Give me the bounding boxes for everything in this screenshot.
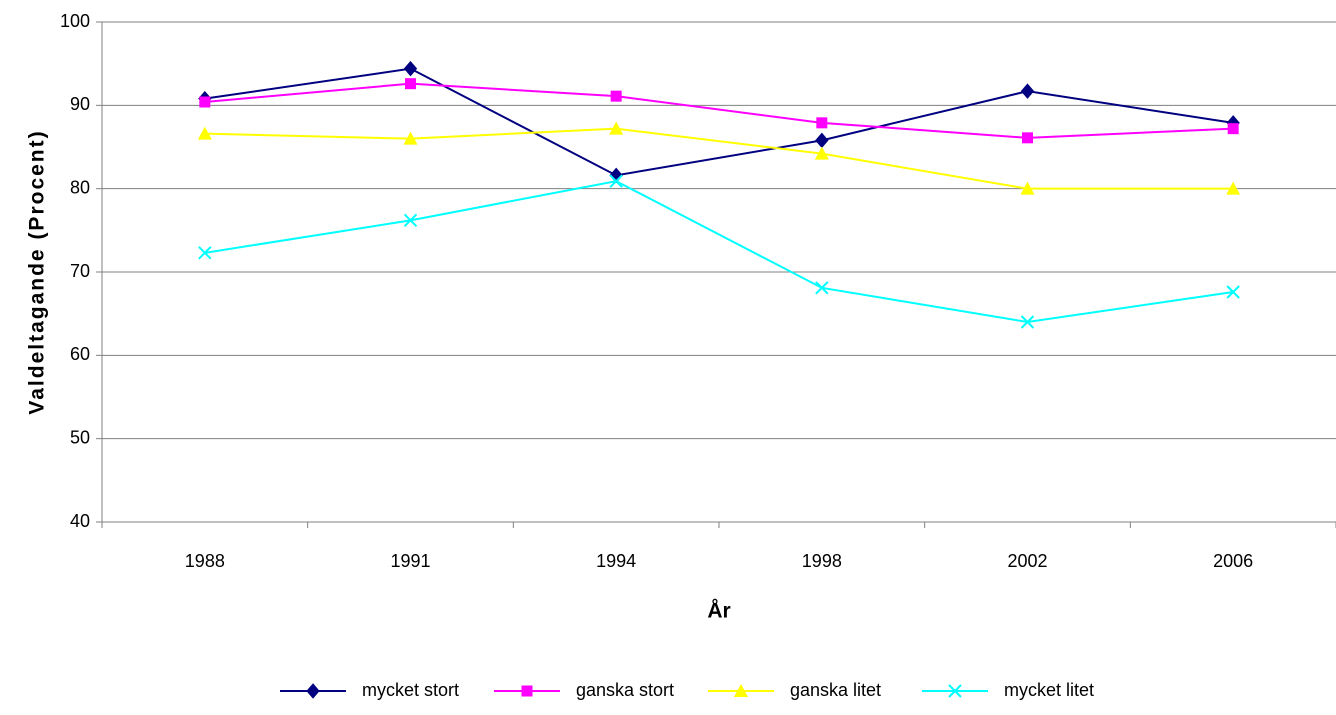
marker <box>1226 285 1240 299</box>
y-tick-label: 60 <box>70 344 90 364</box>
y-tick-label: 40 <box>70 511 90 531</box>
y-tick-label: 80 <box>70 177 90 197</box>
y-tick-label: 90 <box>70 94 90 114</box>
marker <box>815 132 829 149</box>
marker <box>816 117 828 129</box>
marker <box>609 121 624 135</box>
marker <box>198 246 212 260</box>
legend-marker <box>521 685 533 697</box>
x-tick-label: 1988 <box>185 551 225 571</box>
marker <box>1020 83 1035 99</box>
x-axis-label: År <box>707 599 730 623</box>
y-tick-label: 70 <box>70 261 90 281</box>
marker <box>405 78 416 90</box>
marker <box>403 60 418 77</box>
series-line <box>204 180 1234 324</box>
x-tick-label: 1998 <box>802 551 842 571</box>
marker <box>403 131 418 145</box>
legend-label: ganska stort <box>576 680 674 700</box>
marker <box>814 146 829 160</box>
marker <box>1226 181 1241 195</box>
series-line <box>204 127 1234 190</box>
legend-label: mycket litet <box>1004 680 1094 700</box>
marker <box>610 90 622 102</box>
x-tick-label: 2002 <box>1007 551 1047 571</box>
marker <box>199 96 211 108</box>
y-tick-label: 50 <box>70 427 90 447</box>
marker <box>403 213 418 228</box>
x-tick-label: 1994 <box>596 551 636 571</box>
marker <box>197 126 212 140</box>
series-line <box>204 82 1234 139</box>
legend-label: ganska litet <box>790 680 881 700</box>
legend-label: mycket stort <box>362 680 459 700</box>
marker <box>1020 181 1035 195</box>
series-line <box>204 67 1234 177</box>
legend-marker <box>734 684 748 697</box>
legend-marker <box>948 684 962 698</box>
legend-marker <box>306 683 320 699</box>
marker <box>1227 123 1239 135</box>
marker <box>1022 132 1033 144</box>
x-tick-label: 2006 <box>1213 551 1253 571</box>
y-tick-label: 100 <box>60 11 90 31</box>
y-axis-label: Valdeltagande (Procent) <box>26 129 49 414</box>
marker <box>609 174 623 188</box>
x-tick-label: 1991 <box>390 551 430 571</box>
marker <box>1020 315 1035 329</box>
marker <box>815 281 829 295</box>
